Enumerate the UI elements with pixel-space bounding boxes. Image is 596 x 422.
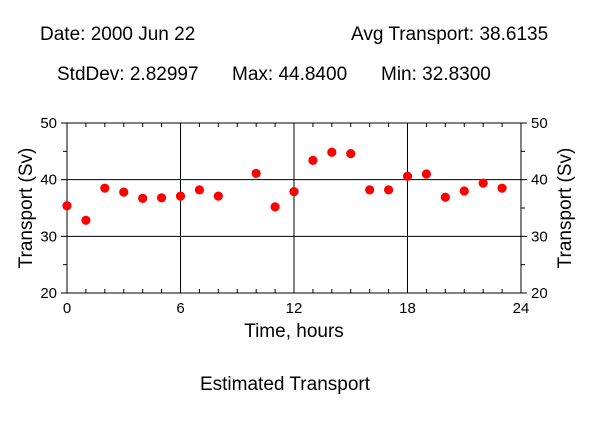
data-point — [251, 168, 261, 179]
y-tick-label-right: 30 — [531, 228, 548, 245]
y-tick-label-left: 40 — [40, 172, 57, 189]
grid-lines — [67, 123, 521, 293]
date-label: Date: 2000 Jun 22 — [40, 24, 196, 45]
x-axis-title: Time, hours — [244, 321, 344, 342]
x-tick-label: 6 — [176, 300, 184, 317]
max-label: Max: 44.8400 — [232, 64, 348, 85]
y-axis-title-right: Transport (Sv) — [555, 148, 576, 269]
y-tick-label-left: 50 — [40, 115, 57, 132]
y-tick-label-left: 30 — [40, 228, 57, 245]
data-point — [194, 185, 205, 195]
chart-caption: Estimated Transport — [199, 374, 371, 395]
data-point — [156, 193, 167, 203]
x-tick-label: 12 — [286, 300, 303, 317]
data-point — [421, 169, 432, 179]
x-tick-label: 0 — [63, 300, 71, 317]
data-point — [497, 183, 507, 193]
data-point — [289, 186, 299, 197]
stddev-label: StdDev: 2.82997 — [57, 64, 199, 85]
data-point — [138, 193, 148, 203]
x-tick-label: 18 — [399, 300, 416, 317]
min-label: Min: 32.8300 — [381, 64, 491, 85]
y-tick-label-right: 40 — [531, 172, 548, 189]
data-points — [62, 147, 507, 225]
axis-ticks — [61, 122, 527, 294]
avg-transport-label: Avg Transport: 38.6135 — [351, 24, 549, 45]
data-point — [440, 192, 450, 202]
data-point — [175, 191, 186, 201]
data-point — [383, 185, 394, 195]
data-point — [62, 201, 72, 211]
y-axis-title-left: Transport (Sv) — [16, 148, 37, 269]
data-point — [459, 186, 469, 196]
y-tick-label-right: 20 — [531, 285, 548, 302]
y-tick-label-right: 50 — [531, 115, 548, 132]
data-point — [346, 149, 356, 159]
data-point — [119, 187, 129, 197]
data-point — [270, 202, 280, 212]
data-point — [327, 147, 337, 157]
data-point — [365, 185, 375, 195]
data-point — [402, 171, 413, 181]
data-point — [478, 178, 488, 188]
y-tick-label-left: 20 — [40, 285, 57, 302]
x-tick-label: 24 — [513, 300, 530, 317]
data-point — [81, 215, 91, 225]
data-point — [100, 183, 110, 193]
data-point — [308, 155, 318, 165]
data-point — [213, 191, 223, 201]
